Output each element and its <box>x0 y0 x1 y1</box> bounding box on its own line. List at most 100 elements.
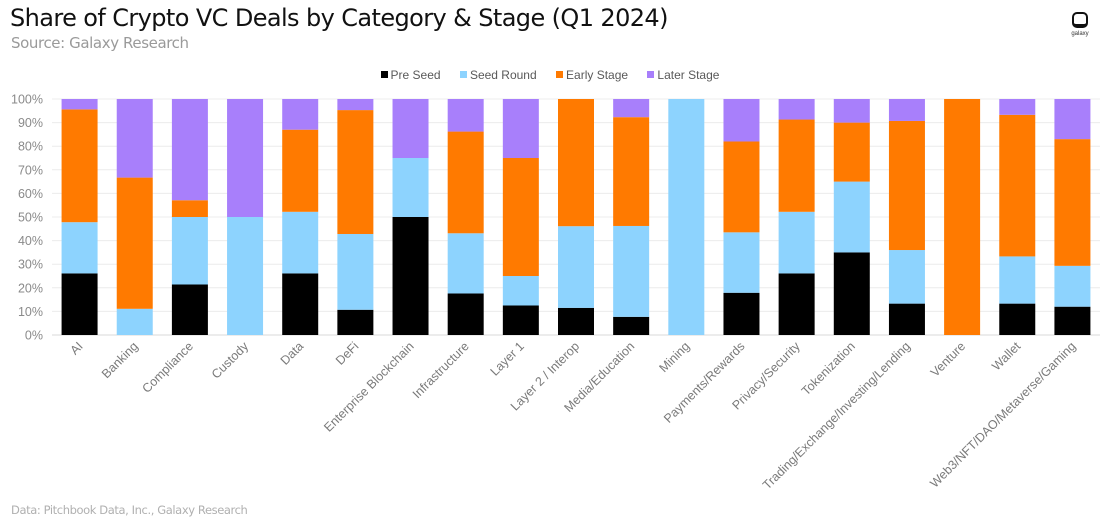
bar-segment-early-stage <box>1054 139 1091 266</box>
bar-segment-pre-seed <box>337 309 374 335</box>
bar-segment-seed-round <box>116 308 153 335</box>
bar-segment-seed-round <box>558 226 594 308</box>
bar-segment-seed-round <box>61 222 98 274</box>
x-tick-label: Data <box>278 339 307 368</box>
bar-segment-seed-round <box>613 225 650 317</box>
legend-item-seed-round: Seed Round <box>459 68 537 82</box>
bar-segment-early-stage <box>171 200 208 217</box>
bar-segment-pre-seed <box>61 273 98 335</box>
bar-segment-seed-round <box>888 250 925 304</box>
x-tick-label: Compliance <box>139 339 196 396</box>
bar-segment-pre-seed <box>1054 306 1091 335</box>
legend: Pre Seed Seed Round Early Stage Later St… <box>0 68 1100 82</box>
bar-stack <box>227 99 264 335</box>
bar-stack <box>668 99 705 335</box>
x-tick-label: Wallet <box>989 339 1024 374</box>
bar-segment-seed-round <box>723 232 760 293</box>
bar-segment-early-stage <box>723 141 760 233</box>
bar-stack <box>944 99 981 335</box>
legend-swatch <box>380 71 388 78</box>
legend-swatch <box>647 71 655 78</box>
bar-segment-later-stage <box>833 99 870 123</box>
bar-stack <box>833 99 870 335</box>
bar-segment-pre-seed <box>282 273 319 335</box>
x-tick-label: Infrastructure <box>410 339 472 401</box>
bar-segment-seed-round <box>392 158 429 217</box>
bar-segment-early-stage <box>61 109 98 223</box>
bar-segment-early-stage <box>502 158 539 276</box>
bar-segment-seed-round <box>282 211 319 274</box>
legend-label: Later Stage <box>657 68 720 82</box>
y-tick-label: 10% <box>18 305 43 319</box>
bar-segment-later-stage <box>392 99 429 158</box>
bar-segment-pre-seed <box>833 252 870 335</box>
chart-title: Share of Crypto VC Deals by Category & S… <box>10 4 668 32</box>
legend-swatch <box>459 71 467 78</box>
y-tick-label: 40% <box>18 234 43 248</box>
bar-segment-later-stage <box>116 99 153 178</box>
galaxy-logo: galaxy <box>1062 12 1098 48</box>
bar-segment-pre-seed <box>888 303 925 335</box>
bar-segment-later-stage <box>227 99 264 217</box>
bar-stack <box>613 99 650 335</box>
bar-segment-seed-round <box>227 217 264 335</box>
bar-segment-pre-seed <box>558 307 594 335</box>
bar-segment-pre-seed <box>723 292 760 335</box>
bar-segment-early-stage <box>337 110 374 234</box>
chart-subtitle: Source: Galaxy Research <box>11 34 189 52</box>
x-tick-label: Mining <box>656 339 692 375</box>
bar-segment-pre-seed <box>447 293 484 335</box>
bar-stack <box>558 99 594 335</box>
bar-segment-seed-round <box>833 181 870 253</box>
bar-segment-early-stage <box>613 117 650 226</box>
bar-stack <box>171 99 208 335</box>
bar-segment-seed-round <box>1054 265 1091 307</box>
y-tick-label: 70% <box>18 163 43 177</box>
bar-stack <box>447 99 484 335</box>
x-tick-label: Layer 1 <box>488 339 527 378</box>
bar-segment-pre-seed <box>171 284 208 335</box>
bar-segment-later-stage <box>502 99 539 158</box>
y-axis-ticks: 0% 10% 20% 30% 40% 50% 60% 70% 80% 90% 100% <box>11 93 43 343</box>
bar-segment-early-stage <box>282 129 319 212</box>
bar-segment-early-stage <box>778 119 815 212</box>
x-tick-label: DeFi <box>333 339 362 368</box>
legend-item-later-stage: Later Stage <box>647 68 719 82</box>
bar-segment-seed-round <box>999 256 1036 304</box>
bar-segment-later-stage <box>723 99 760 142</box>
bar-segment-pre-seed <box>999 303 1036 335</box>
x-tick-label: Banking <box>99 339 141 381</box>
bar-stack <box>61 99 98 335</box>
data-source-footer: Data: Pitchbook Data, Inc., Galaxy Resea… <box>11 503 248 517</box>
bar-stack <box>337 99 374 335</box>
legend-item-early-stage: Early Stage <box>556 68 628 82</box>
x-tick-label: Enterprise Blockchain <box>321 339 416 434</box>
logo-text: galaxy <box>1071 31 1089 37</box>
bar-segment-pre-seed <box>392 217 429 335</box>
bar-segment-early-stage <box>116 177 153 309</box>
bar-segment-later-stage <box>778 99 815 120</box>
bar-stack <box>778 99 815 335</box>
bar-segment-later-stage <box>888 99 925 121</box>
bar-stack <box>116 99 153 335</box>
bar-stack <box>392 99 429 335</box>
bar-segment-later-stage <box>61 99 98 110</box>
legend-swatch <box>556 71 564 78</box>
stacked-bar-chart: 0% 10% 20% 30% 40% 50% 60% 70% 80% 90% 100% AI Bank… <box>11 93 1100 493</box>
bars <box>61 99 1091 335</box>
bar-segment-seed-round <box>337 233 374 310</box>
legend-label: Early Stage <box>566 68 629 82</box>
bar-segment-later-stage <box>171 99 208 201</box>
bar-segment-seed-round <box>778 211 815 274</box>
bar-segment-later-stage <box>613 99 650 118</box>
y-tick-label: 0% <box>25 329 43 343</box>
bar-segment-early-stage <box>888 120 925 251</box>
bar-segment-early-stage <box>447 131 484 234</box>
bar-segment-early-stage <box>944 99 981 335</box>
y-tick-label: 60% <box>18 187 43 201</box>
bar-segment-pre-seed <box>613 316 650 335</box>
y-tick-label: 20% <box>18 281 43 295</box>
y-tick-label: 50% <box>18 211 43 225</box>
bar-segment-later-stage <box>999 99 1036 115</box>
